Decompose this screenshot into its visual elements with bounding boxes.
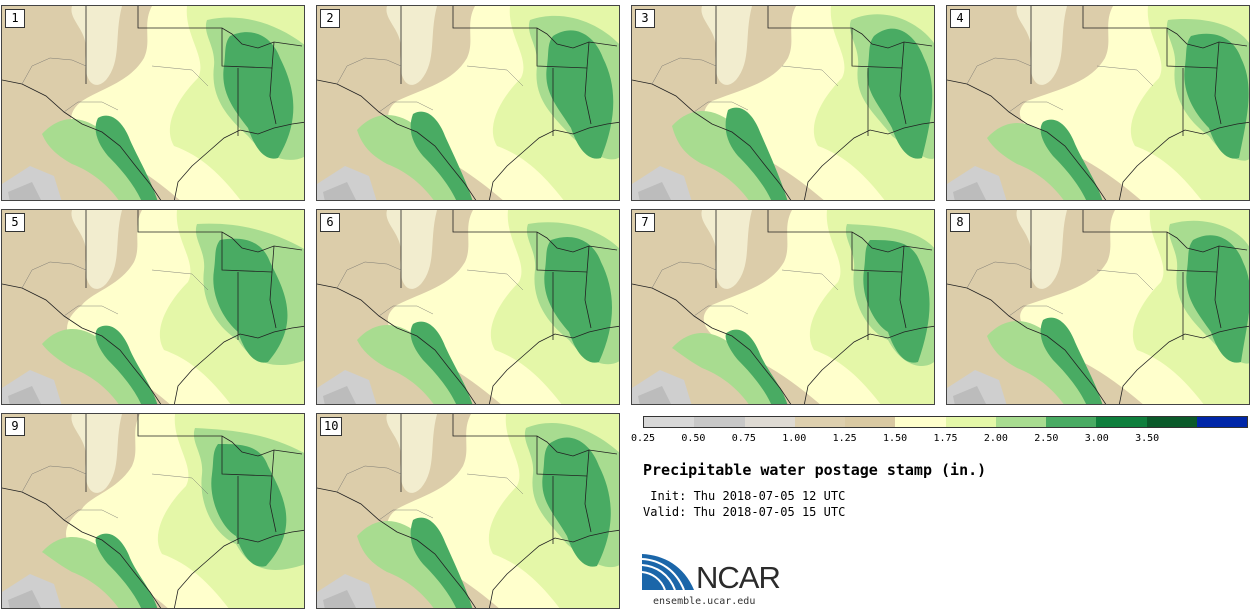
map-panel[interactable]: 7 xyxy=(631,209,935,405)
colorbar-tick-label: 2.00 xyxy=(983,433,1008,444)
precip-water-map xyxy=(632,210,934,404)
colorbar xyxy=(643,416,1248,428)
page-title: Precipitable water postage stamp (in.) xyxy=(643,461,987,479)
precip-water-map xyxy=(2,210,304,404)
colorbar-segment xyxy=(895,417,946,427)
colorbar-segment xyxy=(1046,417,1097,427)
member-label: 8 xyxy=(950,213,970,232)
map-panel[interactable]: 3 xyxy=(631,5,935,201)
precip-water-map xyxy=(317,6,619,200)
colorbar-tick-label: 3.00 xyxy=(1084,433,1109,444)
colorbar-segment xyxy=(744,417,795,427)
colorbar-tick-label: 0.75 xyxy=(731,433,756,444)
colorbar-segment xyxy=(644,417,695,427)
precip-water-map xyxy=(2,6,304,200)
precip-water-map xyxy=(632,6,934,200)
valid-time: Valid: Thu 2018-07-05 15 UTC xyxy=(643,505,846,519)
colorbar-segment xyxy=(1146,417,1197,427)
colorbar-tick-label: 1.25 xyxy=(832,433,857,444)
site-url[interactable]: ensemble.ucar.edu xyxy=(653,596,756,607)
map-panel[interactable]: 8 xyxy=(946,209,1250,405)
map-panel[interactable]: 4 xyxy=(946,5,1250,201)
colorbar-ticks: 0.25 0.50 0.75 1.00 1.25 1.50 1.75 2.00 2.50 3.00… xyxy=(631,433,1248,447)
precip-water-map xyxy=(947,6,1249,200)
precip-water-map xyxy=(2,414,304,608)
ncar-logo-icon xyxy=(642,554,694,591)
colorbar-segment xyxy=(945,417,996,427)
member-label: 5 xyxy=(5,213,25,232)
map-panel[interactable]: 10 xyxy=(316,413,620,609)
colorbar-tick-label: 1.75 xyxy=(933,433,958,444)
colorbar-tick-label: 0.50 xyxy=(681,433,706,444)
colorbar-segment xyxy=(694,417,745,427)
member-label: 4 xyxy=(950,9,970,28)
map-panel[interactable]: 6 xyxy=(316,209,620,405)
member-label: 3 xyxy=(635,9,655,28)
map-panel[interactable]: 1 xyxy=(1,5,305,201)
precip-water-map xyxy=(317,414,619,608)
colorbar-tick-label: 1.50 xyxy=(883,433,908,444)
map-panel[interactable]: 9 xyxy=(1,413,305,609)
member-label: 6 xyxy=(320,213,340,232)
colorbar-segment xyxy=(794,417,845,427)
colorbar-segment xyxy=(1196,417,1247,427)
precip-water-map xyxy=(947,210,1249,404)
member-label: 7 xyxy=(635,213,655,232)
member-label: 10 xyxy=(320,417,343,436)
init-time: Init: Thu 2018-07-05 12 UTC xyxy=(643,489,846,503)
colorbar-segment xyxy=(1096,417,1147,427)
colorbar-tick-label: 3.50 xyxy=(1135,433,1160,444)
colorbar-tick-label: 2.50 xyxy=(1034,433,1059,444)
ncar-logo-text: NCAR xyxy=(696,560,781,595)
colorbar-tick-label: 0.25 xyxy=(630,433,656,444)
map-panel[interactable]: 2 xyxy=(316,5,620,201)
member-label: 9 xyxy=(5,417,25,436)
precip-water-map xyxy=(317,210,619,404)
colorbar-segment xyxy=(845,417,896,427)
colorbar-segment xyxy=(995,417,1046,427)
colorbar-tick-label: 1.00 xyxy=(782,433,807,444)
member-label: 1 xyxy=(5,9,25,28)
map-panel[interactable]: 5 xyxy=(1,209,305,405)
member-label: 2 xyxy=(320,9,340,28)
